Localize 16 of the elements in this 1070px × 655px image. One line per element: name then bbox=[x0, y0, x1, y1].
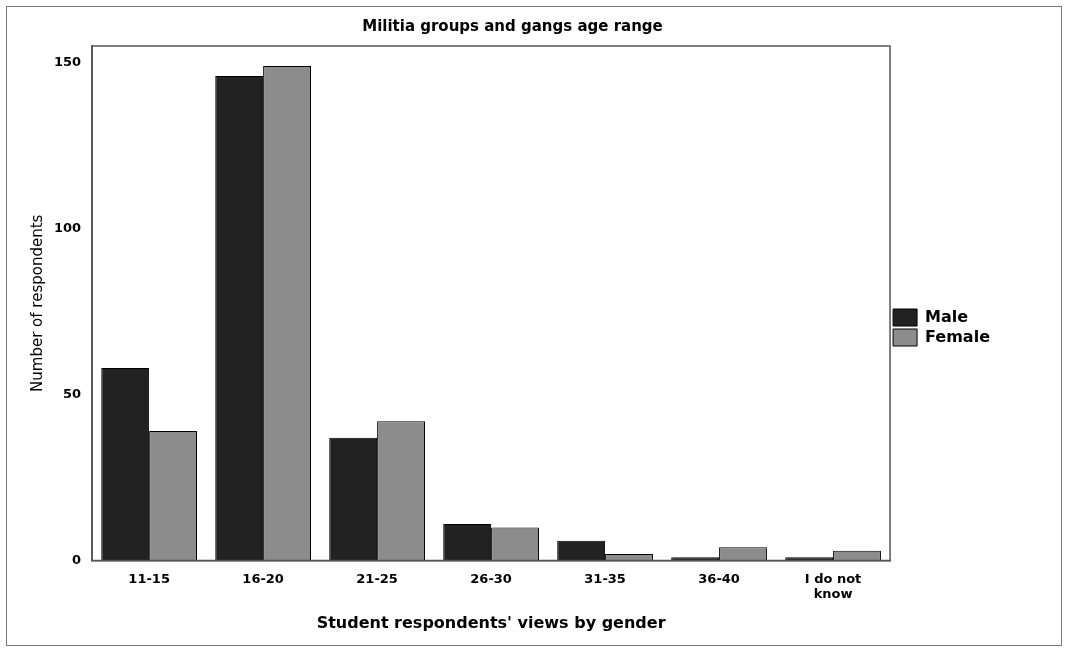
y-axis-title: Number of respondents bbox=[27, 214, 46, 392]
x-tick-label: 36-40 bbox=[698, 570, 740, 586]
y-tick-label: 150 bbox=[54, 53, 82, 69]
x-tick-label: 11-15 bbox=[128, 570, 170, 586]
x-tick-label: 26-30 bbox=[470, 570, 512, 586]
y-tick-label: 100 bbox=[54, 219, 82, 235]
legend-label: Female bbox=[925, 326, 991, 346]
x-axis-title: Student respondents' views by gender bbox=[316, 612, 666, 632]
y-tick-label: 50 bbox=[63, 385, 82, 401]
y-tick-label: 0 bbox=[72, 551, 82, 567]
legend-label: Male bbox=[925, 306, 969, 326]
x-tick-label: 31-35 bbox=[584, 570, 626, 586]
x-tick-label: I do not know bbox=[804, 570, 862, 602]
x-tick-label: 16-20 bbox=[242, 570, 284, 586]
x-tick-label: 21-25 bbox=[356, 570, 398, 586]
chart-title: Militia groups and gangs age range bbox=[362, 16, 663, 35]
